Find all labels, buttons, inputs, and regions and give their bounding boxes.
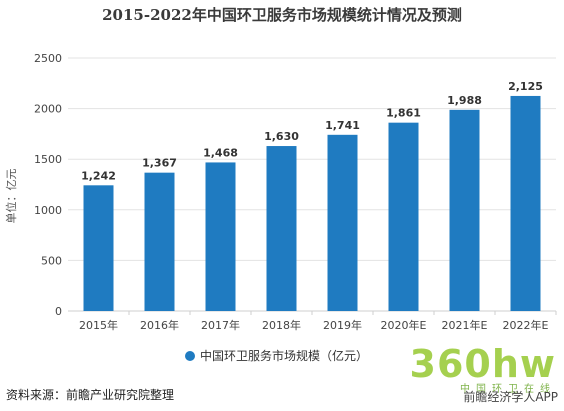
- legend: 中国环卫服务市场规模（亿元）: [185, 348, 368, 363]
- y-tick-label: 1500: [34, 153, 62, 166]
- bar: [510, 95, 541, 311]
- data-label: 1,861: [386, 107, 421, 120]
- x-tick-label: 2017年: [201, 318, 240, 332]
- y-tick-label: 2500: [34, 52, 62, 65]
- legend-marker: [185, 351, 195, 361]
- x-tick-label: 2016年: [140, 318, 179, 332]
- x-tick-label: 2021年E: [442, 318, 488, 332]
- data-label: 1,242: [81, 169, 116, 182]
- bar: [449, 109, 480, 312]
- app-credit: 前瞻经济学人APP: [463, 390, 558, 404]
- chart-title: 2015-2022年中国环卫服务市场规模统计情况及预测: [102, 6, 462, 24]
- y-tick-label: 0: [55, 305, 62, 318]
- bar: [205, 162, 236, 311]
- data-label: 1,741: [325, 119, 360, 132]
- x-tick-label: 2015年: [79, 318, 118, 332]
- data-label: 1,988: [447, 94, 482, 107]
- y-axis-label: 单位：亿元: [4, 169, 18, 224]
- data-label: 2,125: [508, 80, 543, 93]
- bars: [83, 95, 541, 312]
- x-tick-label: 2018年: [262, 318, 301, 332]
- source-note: 资料来源：前瞻产业研究院整理: [6, 388, 175, 402]
- watermark-brand: 360hw: [409, 342, 556, 386]
- y-tick-label: 500: [41, 254, 62, 267]
- y-axis-ticks: 0 500 1000 1500 2000 2500: [34, 52, 62, 318]
- watermark-tagline: 中国环卫在线: [460, 384, 556, 395]
- data-label: 1,630: [264, 130, 299, 143]
- legend-label: 中国环卫服务市场规模（亿元）: [200, 348, 368, 363]
- data-label: 1,468: [203, 146, 238, 159]
- bar: [266, 146, 297, 311]
- x-axis-ticks: 2015年 2016年 2017年 2018年 2019年 2020年E 2021年E 202…: [79, 311, 557, 332]
- bar: [83, 185, 114, 311]
- x-tick-label: 2020年E: [381, 318, 427, 332]
- bar: [144, 172, 175, 311]
- x-tick-label: 2019年: [323, 318, 362, 332]
- watermark-logo: 360hw 中国环卫在线: [410, 345, 556, 395]
- y-tick-label: 2000: [34, 103, 62, 116]
- x-tick-label: 2022年E: [503, 318, 549, 332]
- bar: [388, 122, 419, 311]
- data-labels: 1,242 1,367 1,468 1,630 1,741 1,861 1,988 2,125: [81, 80, 543, 182]
- y-tick-label: 1000: [34, 204, 62, 217]
- bar: [327, 134, 358, 311]
- data-label: 1,367: [142, 157, 177, 170]
